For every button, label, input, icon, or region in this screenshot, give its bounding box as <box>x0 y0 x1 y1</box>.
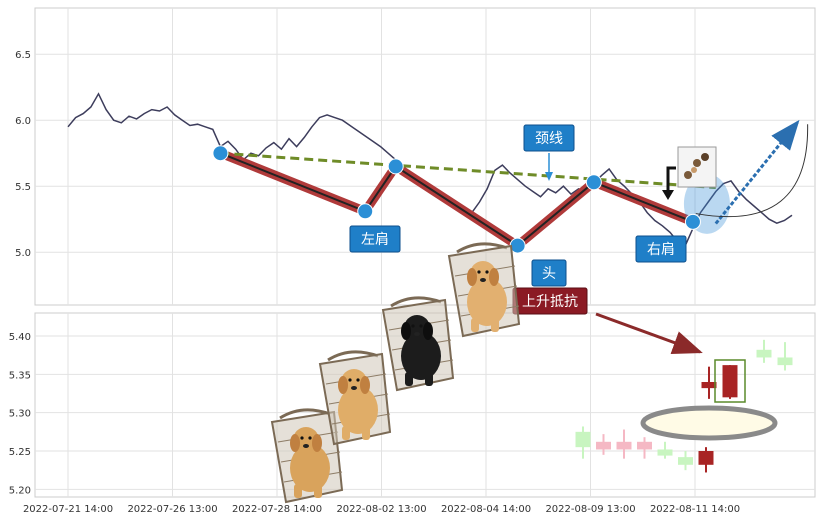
pattern-marker-neck-1 <box>387 158 404 175</box>
candle-body <box>722 365 738 398</box>
black-dog-basket-icon <box>381 296 455 392</box>
x-tick-label: 2022-08-02 13:00 <box>336 504 426 515</box>
svg-text:右肩: 右肩 <box>647 242 675 258</box>
lower-y-tick: 5.35 <box>9 370 31 381</box>
upper-y-tick: 5.5 <box>15 182 31 193</box>
pattern-marker-right-shoulder <box>684 213 701 230</box>
lower-y-tick: 5.40 <box>9 332 31 343</box>
x-tick-label: 2022-07-26 13:00 <box>127 504 217 515</box>
candle-body <box>657 449 673 456</box>
upper-y-tick: 6.5 <box>15 50 31 61</box>
pattern-marker-neck-2 <box>585 174 602 191</box>
svg-text:上升抵抗: 上升抵抗 <box>522 294 578 310</box>
neckline <box>220 151 716 190</box>
x-tick-label: 2022-08-09 13:00 <box>545 504 635 515</box>
pattern-marker-start <box>212 145 229 162</box>
neckline-label: 颈线 <box>523 124 575 181</box>
svg-text:头: 头 <box>542 266 556 282</box>
x-axis: 2022-07-21 14:00 2022-07-26 13:00 2022-07-… <box>23 504 740 515</box>
candle-body <box>637 441 652 450</box>
bent-arrow-icon <box>666 166 676 195</box>
dog-basket-icon <box>447 242 521 338</box>
right-shoulder-label: 右肩 <box>635 235 687 263</box>
lower-y-tick: 5.30 <box>9 409 31 420</box>
candle-body <box>698 451 714 465</box>
dog-basket-icon <box>270 408 344 504</box>
x-tick-label: 2022-07-21 14:00 <box>23 504 113 515</box>
head-label: 头 <box>531 259 567 287</box>
candle-body <box>678 457 693 465</box>
candle-body <box>616 441 632 450</box>
candle-highlight-box <box>714 359 746 403</box>
breakout-arrow <box>595 312 703 355</box>
lower-y-tick: 5.25 <box>9 447 31 458</box>
target-curve <box>695 124 809 218</box>
upper-y-tick: 5.0 <box>15 248 31 259</box>
upper-y-axis: 5.0 5.5 6.0 6.5 <box>15 50 31 259</box>
bent-arrow-head-icon <box>662 190 674 200</box>
x-tick-label: 2022-08-11 14:00 <box>650 504 740 515</box>
dog-basket-icon <box>318 350 392 446</box>
pattern-markers <box>212 145 701 254</box>
lower-y-tick: 5.20 <box>9 485 31 496</box>
candle-body <box>596 441 611 450</box>
dog-decorations <box>270 242 521 504</box>
candle-body <box>777 357 793 366</box>
small-picture-icon <box>677 146 717 188</box>
svg-text:左肩: 左肩 <box>361 232 389 248</box>
left-shoulder-label: 左肩 <box>349 225 401 253</box>
candle-body <box>575 431 591 448</box>
support-zone-ellipse <box>640 405 778 441</box>
pattern-line <box>220 152 694 247</box>
candlestick-series <box>575 339 793 473</box>
candle-body <box>701 382 717 389</box>
upper-y-tick: 6.0 <box>15 116 31 127</box>
svg-text:颈线: 颈线 <box>535 131 563 147</box>
x-tick-label: 2022-07-28 14:00 <box>232 504 322 515</box>
pattern-marker-left-shoulder <box>357 203 374 220</box>
candle-body <box>756 349 772 358</box>
x-tick-label: 2022-08-04 14:00 <box>441 504 531 515</box>
target-arrow <box>714 119 800 225</box>
breakout-label: 上升抵抗 <box>512 287 588 315</box>
lower-y-axis: 5.20 5.25 5.30 5.35 5.40 <box>9 332 31 496</box>
